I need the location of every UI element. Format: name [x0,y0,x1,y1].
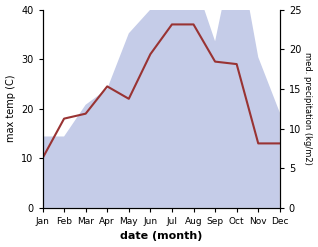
X-axis label: date (month): date (month) [120,231,202,242]
Y-axis label: max temp (C): max temp (C) [5,75,16,143]
Y-axis label: med. precipitation (kg/m2): med. precipitation (kg/m2) [303,52,313,165]
